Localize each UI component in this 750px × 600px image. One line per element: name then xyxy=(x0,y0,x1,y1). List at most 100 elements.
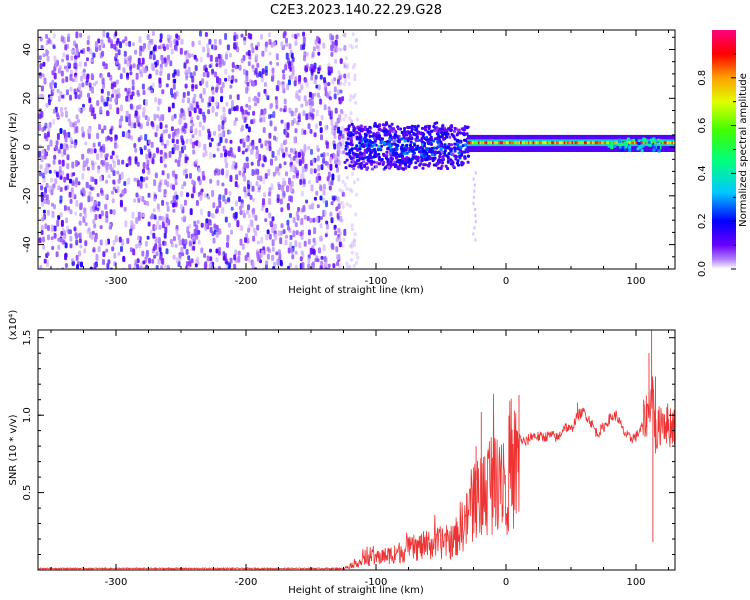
heatmap-cell xyxy=(307,263,311,269)
heatmap-cell xyxy=(216,179,220,186)
heatmap-cell xyxy=(334,230,338,236)
heatmap-cell xyxy=(350,189,354,194)
heatmap-cell xyxy=(432,125,436,128)
heatmap-cell xyxy=(340,150,344,155)
heatmap-cell xyxy=(312,237,316,243)
heatmap-cell xyxy=(183,145,187,151)
heatmap-cell xyxy=(343,32,347,38)
heatmap-cell xyxy=(465,126,469,130)
spectrogram-frame xyxy=(37,29,676,270)
heatmap-cell xyxy=(285,42,289,47)
heatmap-cell xyxy=(254,102,257,107)
heatmap-cell xyxy=(585,141,588,145)
heatmap-cell xyxy=(173,143,177,151)
heatmap-cell xyxy=(402,131,406,135)
heatmap-cell xyxy=(344,56,348,61)
heatmap-cell xyxy=(315,84,319,89)
heatmap-cell xyxy=(633,141,636,145)
heatmap-cell xyxy=(338,263,342,268)
heatmap-cell xyxy=(385,121,388,125)
heatmap-cell xyxy=(315,190,319,196)
heatmap-cell xyxy=(187,255,191,261)
snr-x-axis-label: Height of straight line (km) xyxy=(288,585,424,596)
heatmap-cell xyxy=(336,117,340,124)
heatmap-cell xyxy=(229,94,232,100)
heatmap-cell xyxy=(193,107,197,114)
heatmap-cell xyxy=(241,138,245,144)
heatmap-cell xyxy=(181,238,185,246)
heatmap-cell xyxy=(86,46,90,52)
heatmap-cell xyxy=(102,30,106,38)
heatmap-cell xyxy=(482,141,485,145)
heatmap-cell xyxy=(178,239,182,246)
heatmap-cell xyxy=(206,47,210,53)
heatmap-cell xyxy=(479,141,482,145)
heatmap-cell xyxy=(169,35,173,40)
heatmap-cell xyxy=(279,107,283,112)
heatmap-cell xyxy=(297,206,300,212)
heatmap-cell xyxy=(247,192,251,197)
heatmap-cell xyxy=(663,141,666,145)
heatmap-cell xyxy=(351,45,355,50)
heatmap-cell xyxy=(237,146,241,153)
heatmap-cell xyxy=(239,238,243,246)
heatmap-cell xyxy=(355,117,359,122)
heatmap-cell xyxy=(152,54,156,61)
heatmap-cell xyxy=(367,144,371,148)
heatmap-cell xyxy=(268,132,272,139)
heatmap-cell xyxy=(363,163,367,167)
heatmap-cell xyxy=(102,251,106,258)
heatmap-cell xyxy=(96,132,99,140)
heatmap-cell xyxy=(164,128,168,134)
heatmap-cell xyxy=(225,101,229,107)
heatmap-cell xyxy=(120,171,124,179)
heatmap-cell xyxy=(527,141,530,145)
heatmap-cell xyxy=(149,50,153,55)
heatmap-cell xyxy=(341,110,345,115)
heatmap-cell xyxy=(100,40,104,47)
heatmap-cell xyxy=(182,92,186,98)
heatmap-cell xyxy=(512,141,515,145)
heatmap-cell xyxy=(529,141,532,145)
heatmap-cell xyxy=(230,229,233,235)
heatmap-cell xyxy=(308,204,312,210)
heatmap-cell xyxy=(102,259,105,265)
heatmap-cell xyxy=(233,43,237,50)
heatmap-cell xyxy=(162,155,166,162)
heatmap-cell xyxy=(259,175,263,182)
heatmap-cell xyxy=(61,159,65,167)
heatmap-cell xyxy=(221,168,225,176)
heatmap-cell xyxy=(252,118,256,124)
heatmap-cell xyxy=(241,124,245,131)
heatmap-cell xyxy=(540,141,543,145)
heatmap-cell xyxy=(323,104,327,111)
heatmap-cell xyxy=(440,150,444,154)
heatmap-cell xyxy=(69,198,73,204)
heatmap-cell xyxy=(513,141,516,145)
heatmap-cell xyxy=(320,134,323,141)
heatmap-cell xyxy=(625,143,629,147)
heatmap-cell xyxy=(105,164,109,171)
heatmap-cell xyxy=(52,108,56,114)
heatmap-cell xyxy=(101,128,104,134)
heatmap-cell xyxy=(142,213,146,218)
heatmap-cell xyxy=(160,265,164,269)
heatmap-cell xyxy=(294,128,298,134)
heatmap-cell xyxy=(153,254,157,259)
heatmap-cell xyxy=(218,62,222,68)
heatmap-cell xyxy=(563,141,566,145)
heatmap-cell xyxy=(151,82,155,88)
colorbar: 0.00.20.40.60.8 Normalized spectral ampl… xyxy=(697,30,749,277)
heatmap-cell xyxy=(146,159,150,166)
heatmap-cell xyxy=(337,149,341,154)
heatmap-cell xyxy=(145,264,149,269)
heatmap-cell xyxy=(225,264,229,269)
heatmap-cell xyxy=(410,137,414,140)
heatmap-cell xyxy=(45,194,49,201)
heatmap-cell xyxy=(206,255,210,262)
heatmap-cell xyxy=(334,107,338,114)
heatmap-cell xyxy=(70,55,74,61)
heatmap-cell xyxy=(170,88,173,95)
heatmap-cell xyxy=(167,73,171,81)
heatmap-cell xyxy=(163,264,167,269)
